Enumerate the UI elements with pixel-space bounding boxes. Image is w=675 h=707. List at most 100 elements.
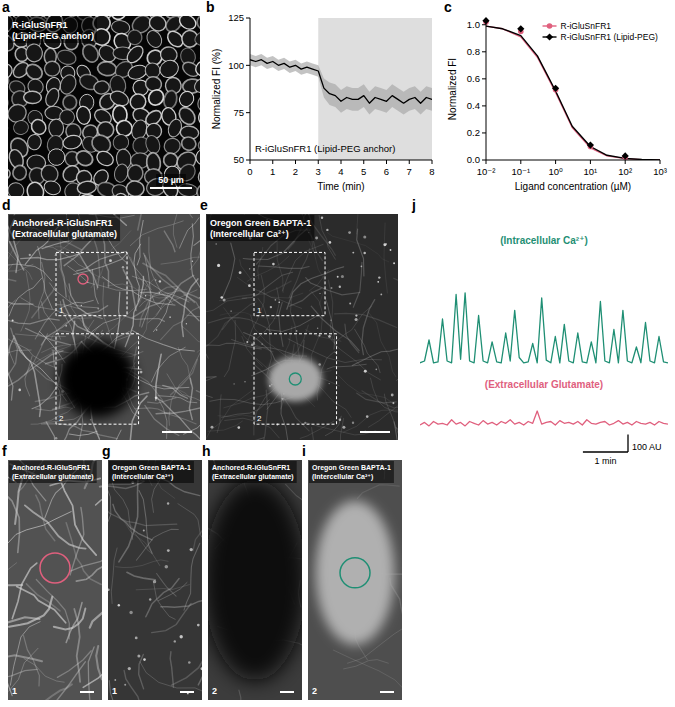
title-patch — [9, 461, 97, 483]
fiber-texture — [187, 315, 200, 339]
cell-outline — [8, 180, 26, 196]
fiber-texture — [16, 334, 66, 337]
image-panel: 12Oregon Green BAPTA-1(Intercellular Ca²… — [206, 214, 398, 440]
cell-outline — [62, 133, 83, 150]
fiber-texture — [125, 277, 143, 347]
legend-marker — [546, 33, 553, 40]
fiber-texture — [161, 301, 201, 340]
fiber-texture — [184, 399, 200, 435]
cell-outline — [193, 196, 200, 197]
fiber-texture — [190, 231, 200, 270]
image-ground — [108, 460, 202, 700]
dot-texture — [188, 661, 191, 664]
dot-texture — [352, 252, 354, 254]
y-tick — [482, 51, 486, 52]
fiber-texture — [8, 277, 16, 281]
dot-texture — [55, 437, 58, 440]
cell-outline — [80, 42, 102, 65]
dot-texture — [330, 320, 331, 321]
image-panel: 1Oregon Green BAPTA-1(Intercellular Ca²⁺… — [108, 460, 202, 700]
image-title: Oregon Green BAPTA-1(Intercellular Ca²⁺) — [109, 461, 194, 483]
fiber-texture — [206, 389, 254, 440]
dot-texture — [319, 293, 320, 294]
fiber-texture — [306, 330, 341, 342]
cell-outline — [124, 194, 147, 196]
fiber-texture — [210, 397, 293, 405]
fiber-texture — [69, 296, 90, 330]
fiber-texture — [161, 257, 200, 264]
y-tick — [482, 105, 486, 106]
fiber-texture — [145, 405, 179, 435]
image-title-line: (Extracellular glutamate) — [212, 473, 294, 481]
region-label: 1 — [12, 686, 17, 696]
fiber-texture — [8, 335, 55, 367]
data-point — [517, 25, 524, 32]
dot-texture — [124, 684, 126, 686]
dot-texture — [251, 343, 254, 346]
title-patch — [109, 461, 194, 483]
x-tick — [660, 160, 661, 164]
fiber-texture — [140, 286, 178, 326]
fiber-texture — [178, 504, 202, 559]
dot-texture — [237, 426, 240, 429]
image-title-line: (Extracellular glutamate) — [12, 229, 117, 239]
x-tick — [555, 160, 556, 164]
cell-outline — [177, 16, 198, 32]
image-title-line: Oregon Green BAPTA-1 — [210, 218, 311, 228]
cell-outline — [10, 195, 33, 196]
fiber-texture — [358, 485, 400, 498]
fiber-texture — [333, 650, 402, 699]
dot-texture — [197, 624, 200, 627]
dot-texture — [118, 604, 120, 606]
fiber-texture — [172, 621, 202, 686]
fiber-texture — [8, 617, 40, 631]
scale-bar — [162, 431, 192, 433]
x-tick-label: 10⁻¹ — [511, 166, 530, 177]
title-patch — [9, 215, 120, 241]
y-tick-label: 0.6 — [467, 73, 480, 84]
panel-letter: d — [2, 197, 11, 213]
cell-outline — [25, 180, 46, 196]
fiber-texture — [8, 579, 22, 586]
cell-outline — [62, 194, 82, 196]
dot-texture — [128, 667, 131, 670]
scale-bar — [360, 431, 390, 433]
dot-texture — [143, 529, 145, 531]
cell-outline — [8, 193, 13, 196]
dot-texture — [317, 327, 319, 329]
fiber-texture — [119, 475, 138, 562]
fiber-texture — [136, 529, 178, 560]
y-tick — [482, 160, 486, 161]
fiber-texture — [63, 300, 114, 349]
fiber-texture — [223, 243, 235, 297]
cell-outline — [63, 95, 77, 110]
dot-texture — [378, 276, 380, 278]
image-title-line: Oregon Green BAPTA-1 — [112, 464, 191, 472]
dark-soma-region — [208, 479, 302, 681]
image-title-line: (Extracellular glutamate) — [12, 473, 94, 481]
image-title: Anchored-R-iGluSnFR1(Extracellular gluta… — [209, 461, 297, 483]
dot-texture — [321, 216, 323, 218]
inset-box — [254, 334, 337, 424]
x-tick-label: 4 — [338, 166, 343, 177]
scale-bar — [150, 187, 192, 189]
dot-texture — [140, 371, 143, 374]
fiber-texture — [362, 300, 375, 355]
fiber-texture — [357, 393, 396, 403]
fiber-texture — [128, 523, 160, 566]
cell-outline — [8, 166, 12, 183]
fiber-texture — [217, 395, 221, 433]
fiber-texture — [335, 313, 397, 327]
dot-texture — [363, 252, 366, 255]
fiber-texture — [127, 572, 155, 580]
panel-letter: i — [302, 443, 306, 459]
cell-outline — [196, 107, 200, 129]
fiber-texture — [167, 374, 200, 402]
roi-circle — [289, 373, 301, 385]
fiber-texture — [161, 599, 202, 607]
fiber-texture — [26, 584, 60, 611]
dot-texture — [342, 426, 345, 429]
dot-texture — [137, 654, 140, 657]
trace-area — [420, 293, 668, 363]
fiber-texture — [153, 582, 175, 620]
